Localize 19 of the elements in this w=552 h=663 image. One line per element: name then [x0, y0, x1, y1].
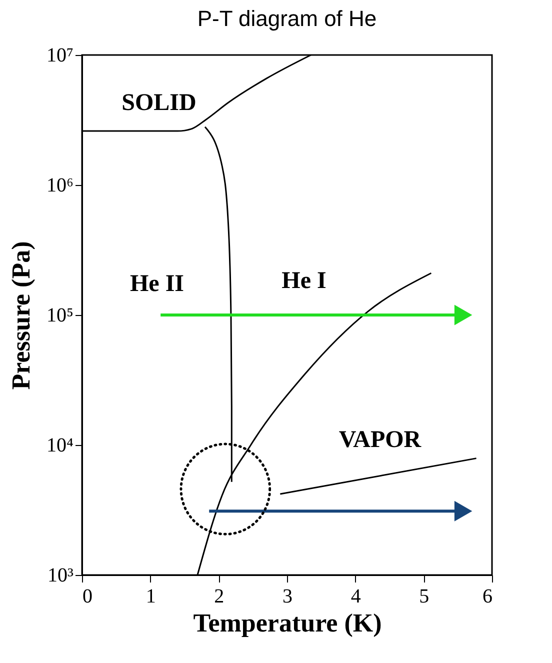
x-tick-label: 1 — [146, 586, 156, 608]
annotation: He I — [282, 268, 326, 294]
y-tick-label: 10³ — [48, 564, 74, 586]
y-axis-title: Pressure (Pa) — [6, 241, 36, 390]
annotation: VAPOR — [338, 427, 422, 453]
y-tick-label: 10⁵ — [46, 304, 74, 326]
x-tick-label: 6 — [482, 586, 492, 608]
x-tick-label: 0 — [82, 586, 92, 608]
x-tick-label: 2 — [214, 586, 224, 608]
x-tick-label: 3 — [282, 586, 292, 608]
chart-title: P-T diagram of He — [197, 6, 377, 31]
annotation: SOLID — [122, 90, 196, 116]
y-tick-label: 10⁷ — [46, 44, 74, 66]
annotation: He II — [130, 271, 184, 297]
x-axis-title: Temperature (K) — [193, 608, 382, 638]
x-tick-label: 4 — [350, 586, 361, 608]
x-tick-label: 5 — [419, 586, 430, 608]
y-tick-label: 10⁶ — [46, 174, 74, 196]
y-tick-label: 10⁴ — [46, 434, 74, 456]
